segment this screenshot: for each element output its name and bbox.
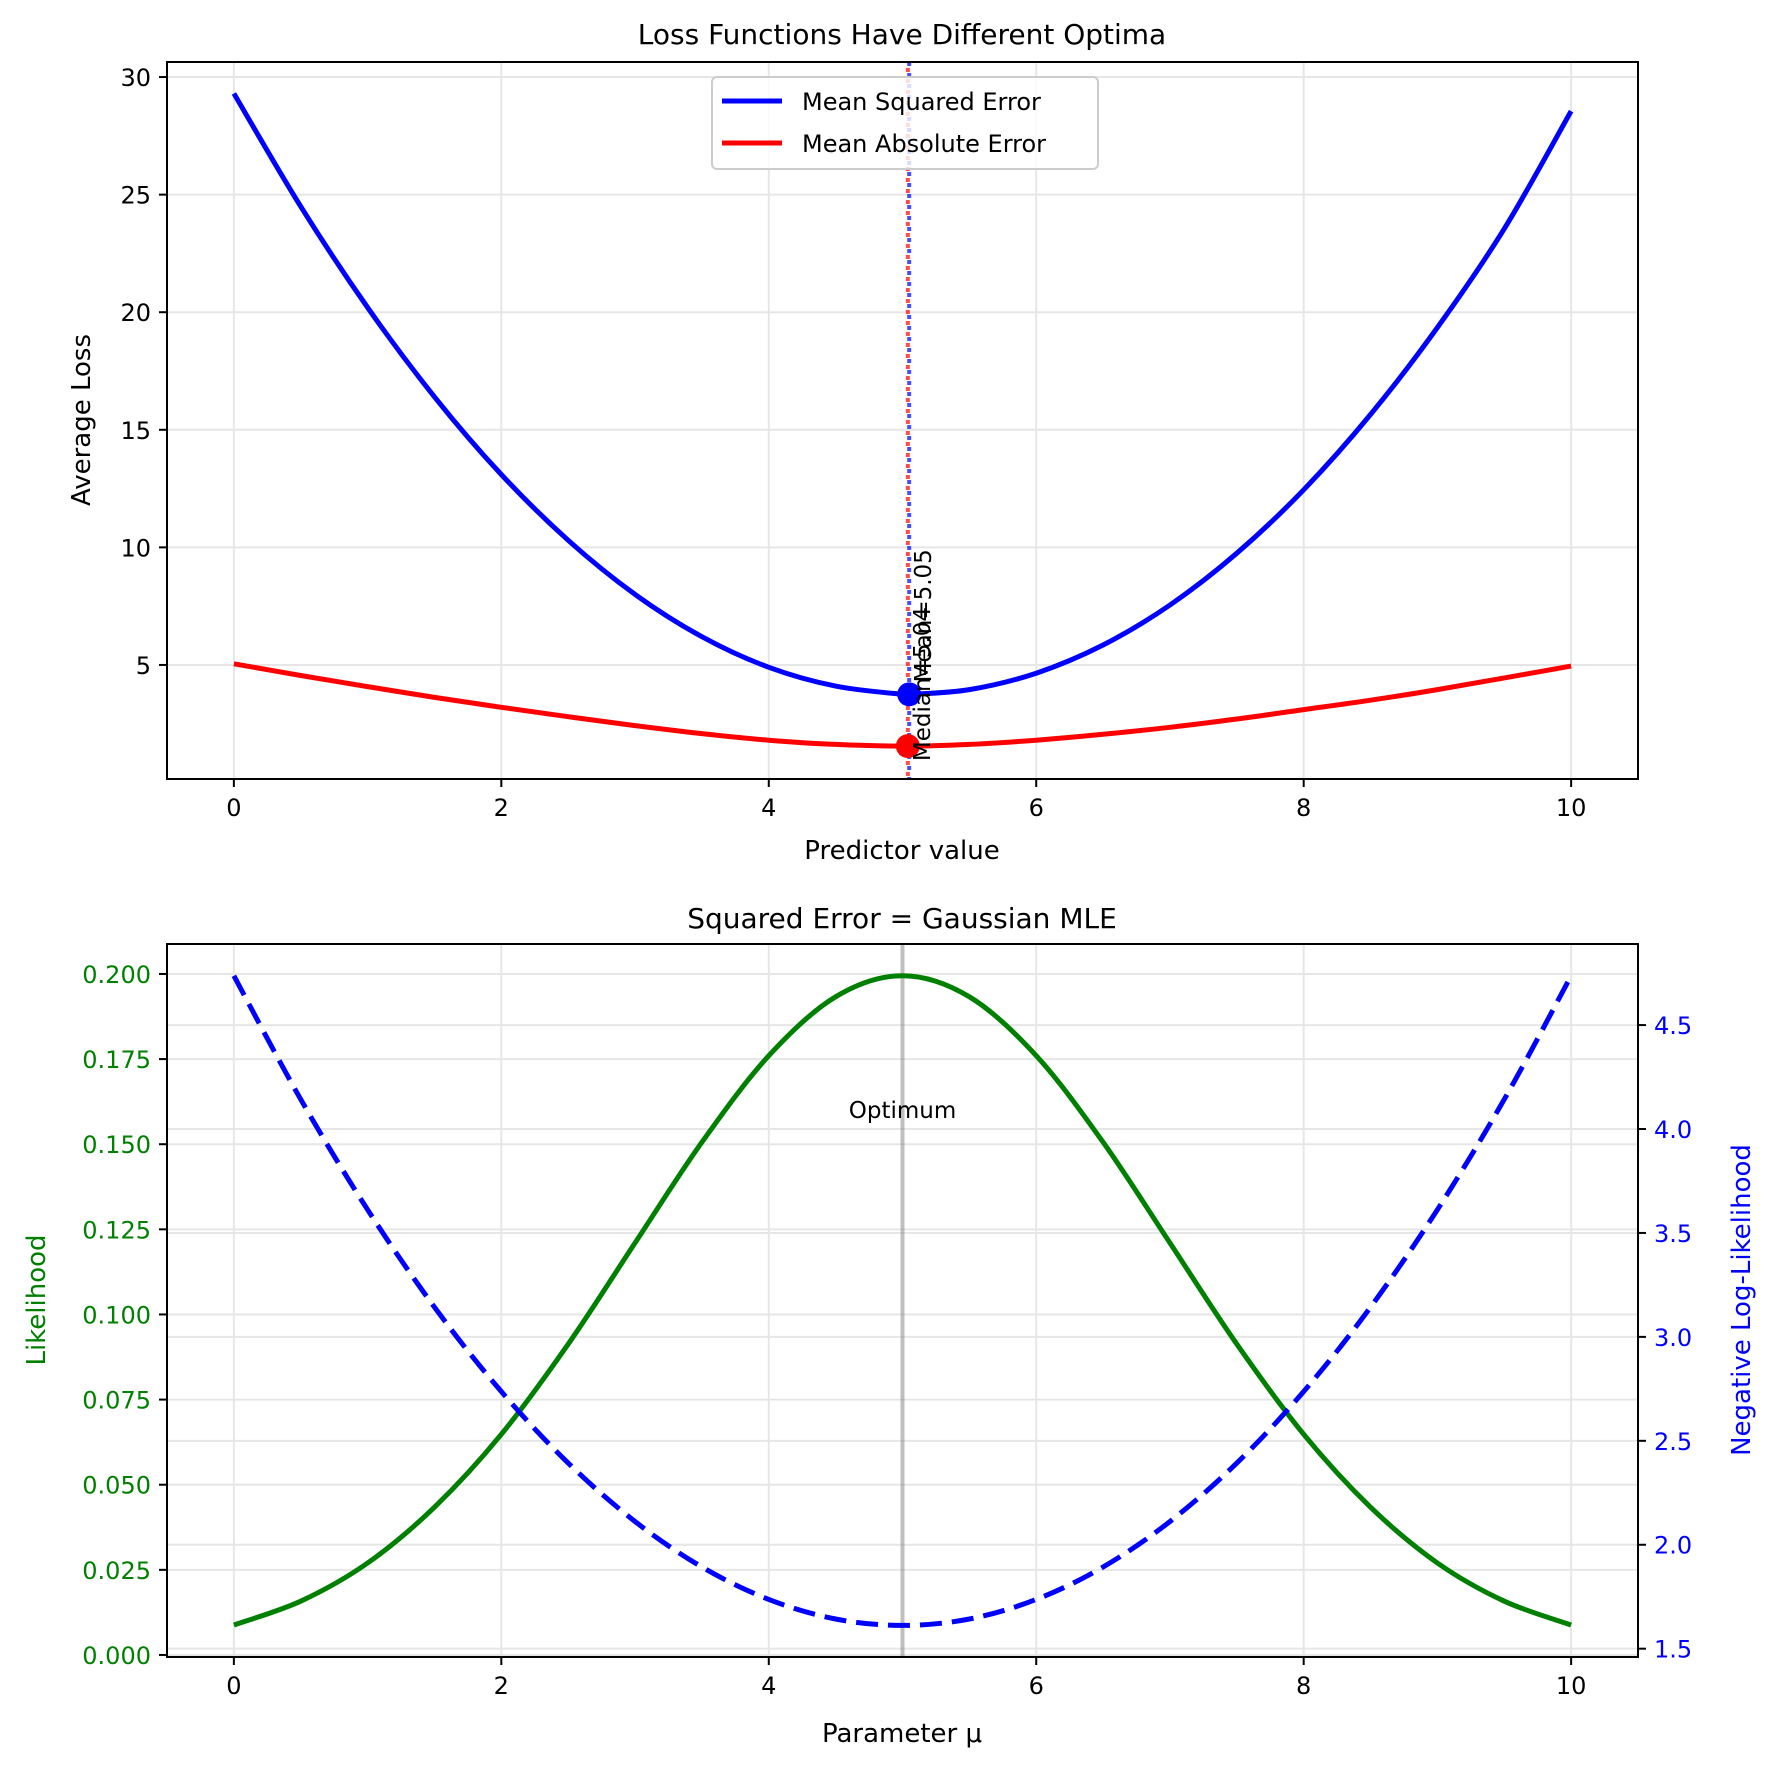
mae-line xyxy=(233,661,1572,749)
median-annotation: Median=5.04 xyxy=(910,607,936,761)
right-y-tick-label: 4.0 xyxy=(1654,1116,1692,1144)
x-tick-label: 8 xyxy=(1296,794,1311,822)
loss-chart-y-label: Average Loss xyxy=(67,334,97,506)
loss-chart: Loss Functions Have Different Optima Mea… xyxy=(67,18,1639,866)
left-y-tick-label: 0.125 xyxy=(82,1216,151,1244)
left-y-tick-label: 0.075 xyxy=(82,1387,151,1415)
y-tick-label: 10 xyxy=(120,534,151,562)
y-tick-label: 5 xyxy=(136,652,151,680)
left-y-tick-label: 0.175 xyxy=(82,1046,151,1074)
right-y-tick-label: 2.0 xyxy=(1654,1532,1692,1560)
mse-line xyxy=(231,92,1574,698)
right-y-tick-label: 4.5 xyxy=(1654,1012,1692,1040)
x-tick-label: 0 xyxy=(226,1672,241,1700)
likelihood-line xyxy=(233,973,1572,1628)
loss-chart-frame xyxy=(166,61,1639,780)
y-tick-label: 25 xyxy=(120,182,151,210)
left-y-tick-label: 0.200 xyxy=(82,961,151,989)
left-y-tick-label: 0.150 xyxy=(82,1131,151,1159)
mle-chart-right-y-ticks: 1.5 2.0 2.5 3.0 3.5 4.0 4.5 xyxy=(1638,1012,1692,1664)
x-tick-label: 2 xyxy=(494,1672,509,1700)
legend-label-mse: Mean Squared Error xyxy=(802,88,1041,116)
x-tick-label: 6 xyxy=(1029,1672,1044,1700)
loss-chart-x-label: Predictor value xyxy=(804,836,999,866)
x-tick-label: 10 xyxy=(1556,794,1587,822)
mae-min-marker xyxy=(895,734,920,759)
mle-chart-right-y-label: Negative Log-Likelihood xyxy=(1727,1144,1757,1456)
right-y-tick-label: 3.5 xyxy=(1654,1220,1692,1248)
mle-chart-left-y-ticks: 0.000 0.025 0.050 0.075 0.100 0.125 0.150 0.175… xyxy=(82,961,167,1670)
x-tick-label: 6 xyxy=(1029,794,1044,822)
mse-min-marker xyxy=(897,682,922,707)
mle-chart-frame xyxy=(166,943,1639,1658)
mle-chart-x-ticks: 0 2 4 6 8 10 xyxy=(226,1657,1586,1700)
x-tick-label: 4 xyxy=(761,1672,776,1700)
loss-chart-y-ticks: 5 10 15 20 25 30 xyxy=(120,64,167,680)
x-tick-label: 0 xyxy=(226,794,241,822)
mle-chart-left-y-label: Likelihood xyxy=(22,1234,52,1365)
loss-chart-legend: Mean Squared Error Mean Absolute Error xyxy=(711,76,1099,170)
left-y-tick-label: 0.025 xyxy=(82,1557,151,1585)
y-tick-label: 15 xyxy=(120,417,151,445)
x-tick-label: 10 xyxy=(1556,1672,1587,1700)
loss-chart-title: Loss Functions Have Different Optima xyxy=(638,18,1166,51)
left-y-tick-label: 0.000 xyxy=(82,1642,151,1670)
legend-frame xyxy=(711,76,1099,170)
left-y-tick-label: 0.050 xyxy=(82,1472,151,1500)
legend-label-mae: Mean Absolute Error xyxy=(802,130,1046,158)
x-tick-label: 2 xyxy=(494,794,509,822)
mle-chart-title: Squared Error = Gaussian MLE xyxy=(687,902,1117,935)
x-tick-label: 8 xyxy=(1296,1672,1311,1700)
mle-chart: Squared Error = Gaussian MLE Optimum 0 2 4… xyxy=(22,902,1757,1749)
nll-line xyxy=(231,974,1574,1628)
right-y-tick-label: 1.5 xyxy=(1654,1636,1692,1664)
y-tick-label: 20 xyxy=(120,299,151,327)
x-tick-label: 4 xyxy=(761,794,776,822)
loss-chart-grid xyxy=(167,62,1638,779)
right-y-tick-label: 3.0 xyxy=(1654,1324,1692,1352)
optimum-annotation: Optimum xyxy=(849,1098,957,1124)
loss-chart-x-ticks: 0 2 4 6 8 10 xyxy=(226,779,1586,822)
left-y-tick-label: 0.100 xyxy=(82,1301,151,1329)
mle-chart-x-label: Parameter μ xyxy=(822,1719,982,1749)
right-y-tick-label: 2.5 xyxy=(1654,1428,1692,1456)
y-tick-label: 30 xyxy=(120,64,151,92)
mle-chart-plot-area: Optimum xyxy=(231,944,1574,1657)
mean-annotation: Mean=5.05 xyxy=(911,549,937,682)
